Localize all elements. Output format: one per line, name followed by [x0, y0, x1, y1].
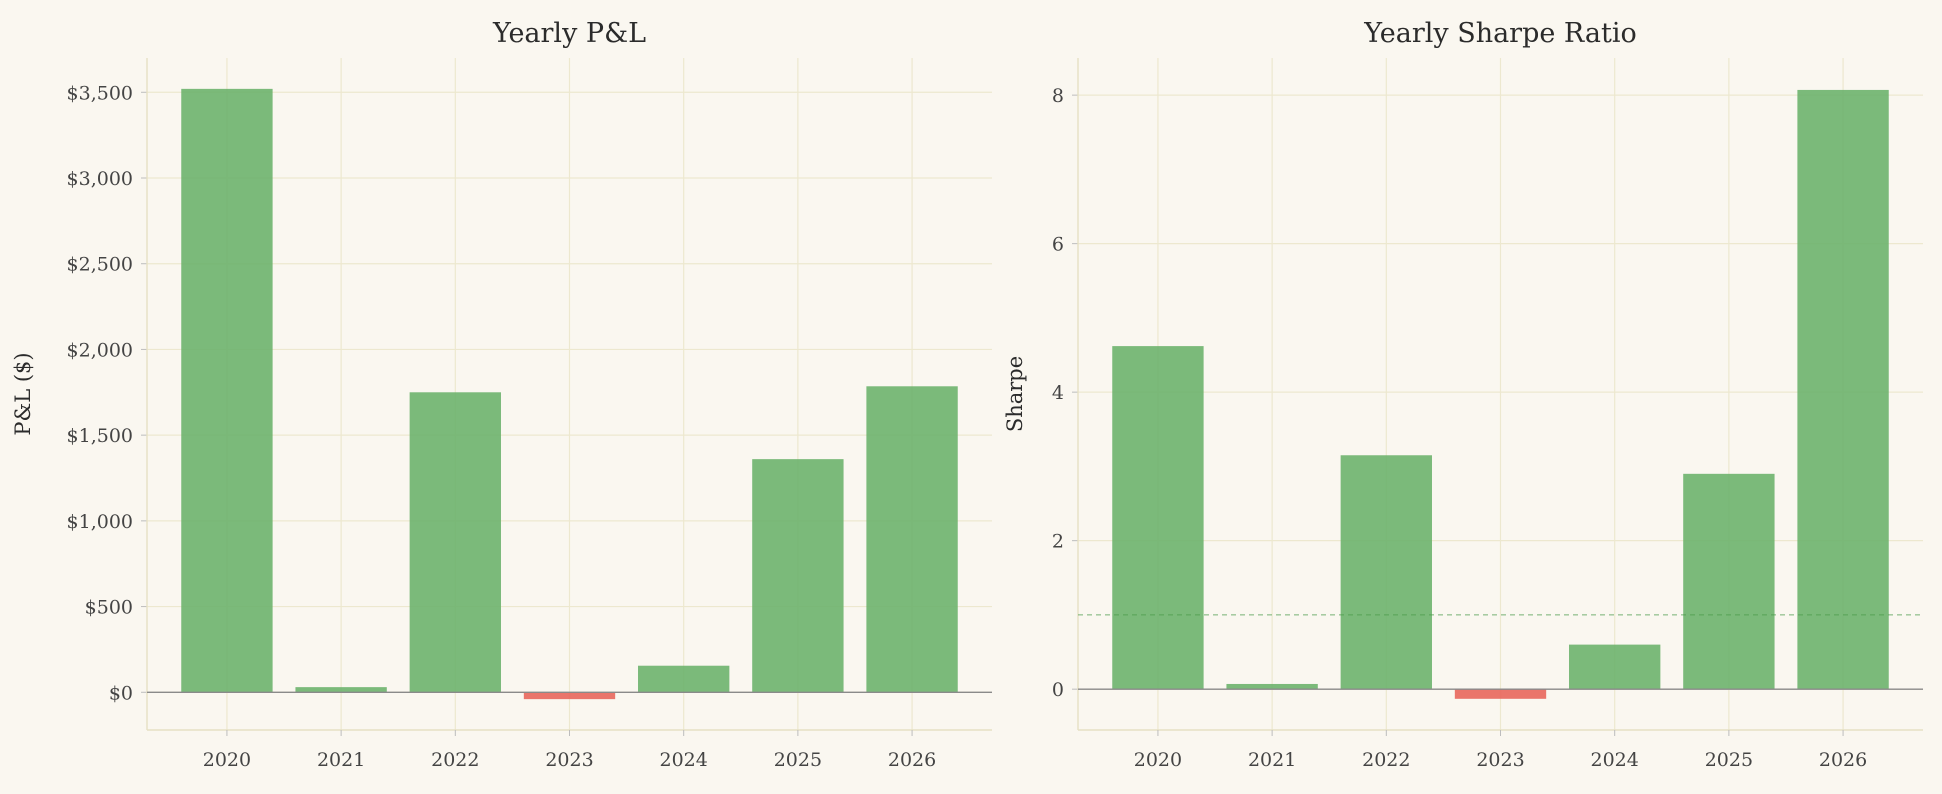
y-axis-label: P&L ($): [11, 352, 35, 435]
bar-2022: [1340, 455, 1432, 690]
bar-2023: [523, 692, 616, 700]
chart-title: Yearly P&L: [492, 18, 646, 49]
y-tick-label: $3,000: [67, 168, 133, 190]
y-tick-label: $500: [85, 597, 133, 619]
x-tick-label: 2024: [1591, 749, 1639, 771]
x-tick-label: 2025: [774, 749, 822, 771]
x-tick-label: 2026: [1819, 749, 1867, 771]
y-axis-label: Sharpe: [1003, 356, 1027, 432]
y-tick-label: 4: [1052, 382, 1064, 404]
x-tick-label: 2025: [1705, 749, 1753, 771]
chart-title: Yearly Sharpe Ratio: [1363, 18, 1636, 49]
bar-2021: [295, 687, 387, 693]
y-tick-label: $1,500: [67, 425, 133, 447]
y-tick-label: $2,500: [67, 254, 133, 276]
bar-2024: [1569, 644, 1661, 690]
pnl-chart-panel: $0 $500 $1,000 $1,500 $2,000 $2,500 $3,000 $3,5…: [11, 18, 992, 771]
bar-2024: [638, 665, 730, 693]
y-tick-label: 8: [1052, 85, 1064, 107]
bar-2022: [409, 392, 501, 693]
bar-2023: [1454, 689, 1547, 699]
x-tick-label: 2020: [203, 749, 251, 771]
x-tick-label: 2023: [1476, 749, 1524, 771]
y-tick-label: 2: [1052, 531, 1064, 553]
bar-2025: [1683, 473, 1775, 690]
x-tick-label: 2022: [1362, 749, 1410, 771]
x-tick-label: 2024: [660, 749, 708, 771]
y-tick-label: $2,000: [67, 339, 133, 361]
sharpe-chart-panel: 0 2 4 6 8 2020 2021 2022 2023 2024 2025 2026 Yearly …: [1003, 18, 1923, 771]
bar-2020: [1112, 346, 1204, 690]
bar-2026: [866, 386, 958, 693]
x-tick-label: 2020: [1134, 749, 1182, 771]
x-tick-label: 2022: [431, 749, 479, 771]
y-tick-label: 6: [1052, 234, 1064, 256]
y-tick-label: $1,000: [67, 511, 133, 533]
y-tick-label: $3,500: [67, 82, 133, 104]
y-tick-label: $0: [109, 682, 133, 704]
x-tick-label: 2023: [545, 749, 593, 771]
x-tick-label: 2021: [317, 749, 365, 771]
bar-2020: [181, 88, 273, 693]
bar-2021: [1226, 683, 1318, 690]
x-tick-label: 2021: [1248, 749, 1296, 771]
bar-2025: [752, 459, 844, 693]
bar-2026: [1797, 89, 1889, 690]
y-tick-label: 0: [1052, 679, 1064, 701]
x-tick-label: 2026: [888, 749, 936, 771]
